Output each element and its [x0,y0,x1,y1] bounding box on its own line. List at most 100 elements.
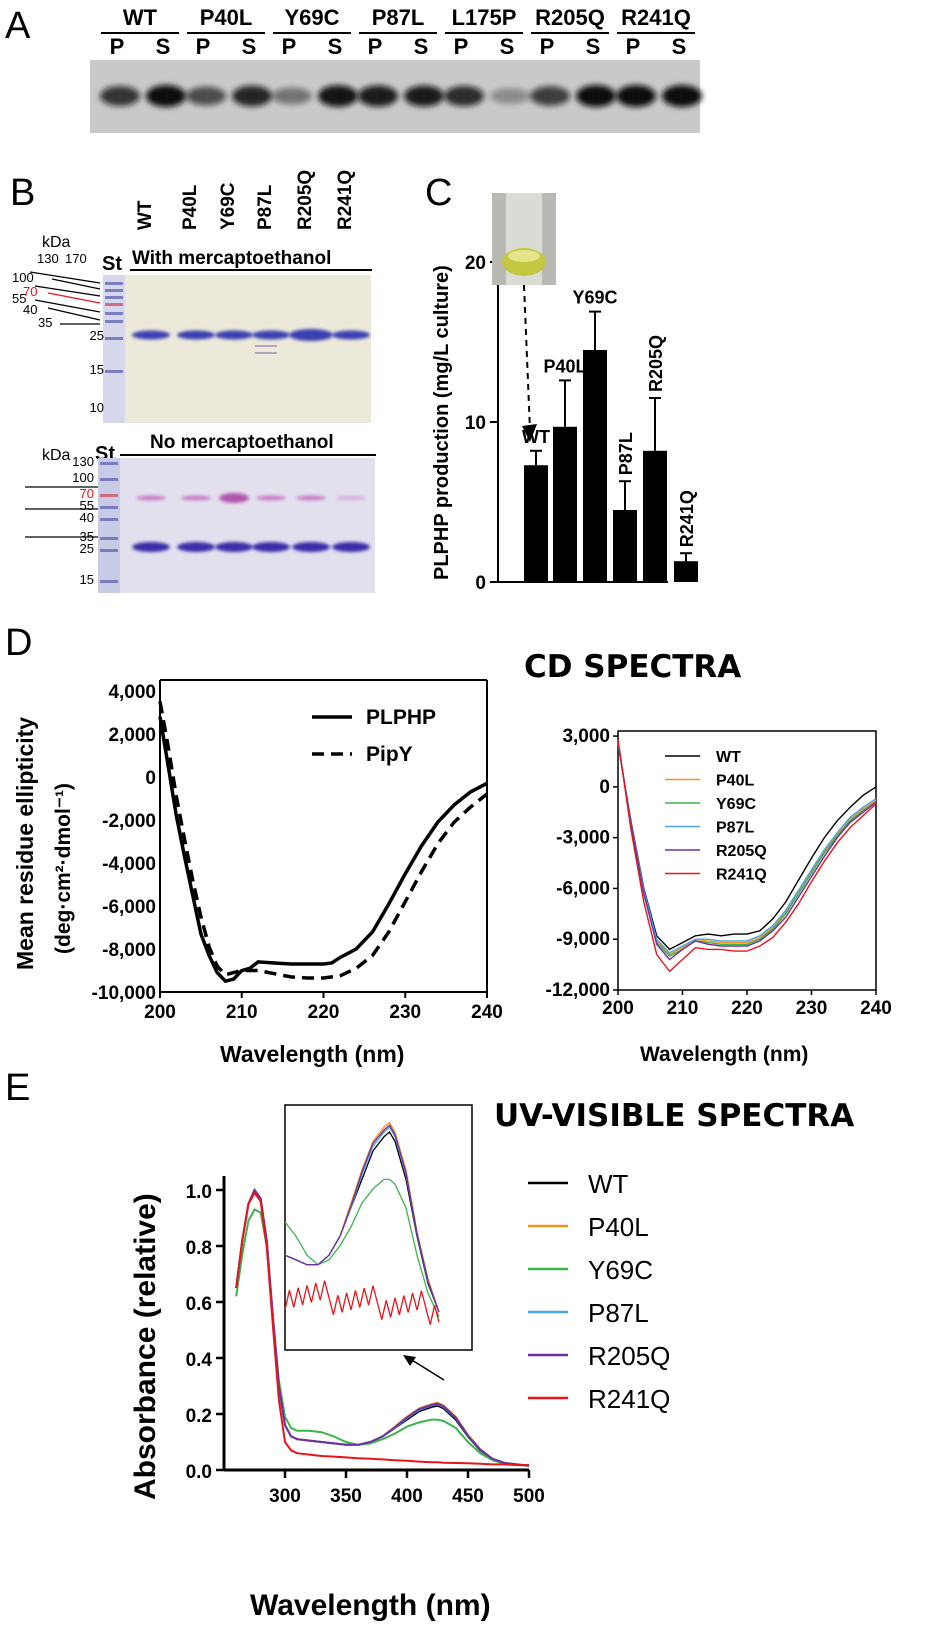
gel-top-marker-label: 25 [90,328,104,343]
blot-lane-label: WT [123,5,158,30]
kda-label-top: kDa [42,234,71,251]
d-right-legend-label: Y69C [716,796,756,813]
gel-lane-label: R241Q [335,170,356,230]
d-left-y-tick-label: -6,000 [102,897,156,918]
panel-b-letter: B [10,172,35,214]
gel-lane-label: P87L [255,184,276,230]
panel-c-letter: C [425,172,452,214]
c-bar-label: R205Q [646,335,666,392]
kda-label-bottom: kDa [42,447,71,464]
blot-band [100,86,140,106]
gel-top-main-band [177,330,215,340]
d-left-y-tick-label: -4,000 [102,854,156,875]
gel-top-marker-line [34,285,101,297]
gel-top-ladder-band [105,370,123,373]
e-series-line [235,1190,529,1466]
c-y-tick-label: 20 [465,253,486,274]
gel-top-ladder-band [105,296,123,299]
blot-lane-label: P87L [372,5,425,30]
gel-bottom-monomer-band [132,542,170,552]
blot-band [444,85,484,107]
gel-top-marker-line [51,278,101,290]
d-right-legend-label: P87L [716,820,754,837]
blot-lane-label: R241Q [621,5,691,30]
gel-top-marker-label: 15 [90,362,104,377]
blot-band [662,85,702,107]
gel-bottom-marker-label: 130 [72,454,94,469]
e-y-tick-label: 0.6 [186,1294,212,1315]
e-legend-label: P40L [588,1212,649,1242]
blot-sub-label: S [586,34,601,59]
gel-top-marker-line [34,299,101,313]
d-right-x-tick-label: 230 [796,998,828,1019]
d-left-series-line [158,701,489,980]
gel-top-minor-band [255,345,277,347]
gel-bottom-dimer-band [136,495,166,501]
gel-bottom-ladder-band [100,478,118,481]
e-x-tick-label: 450 [452,1486,484,1507]
d-left-x-tick-label: 210 [226,1002,258,1023]
gel-bottom-dimer-band [219,493,249,503]
gel-bottom-marker-label: 70 [80,486,94,501]
blot-band [404,85,444,107]
d-right-series-line [617,741,877,957]
gel-top-background [103,275,371,423]
d-right-y-tick-label: 3,000 [562,726,610,747]
d-right-y-tick-label: -3,000 [556,828,610,849]
panel-e-ylabel: Absorbance (relative) [129,1193,162,1500]
gel-top-ladder-band [105,320,123,323]
panel-d-left-chart: Mean residue ellipticity (deg·cm²·dmol⁻¹… [12,679,503,1067]
c-bar [643,450,667,582]
d-right-series-line [617,742,877,956]
blot-sub-label: S [242,34,257,59]
d-left-y-tick-label: -10,000 [92,983,156,1004]
d-left-y-tick-label: 0 [145,768,156,789]
blot-band [576,85,616,107]
c-y-tick-label: 0 [475,573,486,594]
blot-band [232,85,272,107]
c-vial-arrowhead [522,424,537,442]
d-left-y-tick-label: 4,000 [108,682,156,703]
e-inset-series-line [284,1178,440,1318]
gel-bottom-dimer-band [256,495,286,501]
d-left-series-line [158,716,488,984]
blot-band [272,87,312,105]
e-x-tick-label: 350 [330,1486,362,1507]
gel-top-ladder-band [105,289,123,292]
gel-top-minor-band [255,352,277,354]
c-bar-label: R241Q [677,490,697,547]
gel-bottom-monomer-band [332,542,370,552]
blot-sub-label: S [328,34,343,59]
panel-c-ylabel: PLPHP production (mg/L culture) [431,265,453,580]
gel-top-marker-label: 55 [12,291,26,306]
blot-lane-label: L175P [452,5,517,30]
d-left-y-tick-label: -2,000 [102,811,156,832]
gel-top-main-band [215,330,253,340]
std-label-top: St [102,253,122,275]
gel-top-marker-label: 170 [65,251,87,266]
gel-bottom-ladder-band [100,462,118,465]
d-right-y-tick-label: 0 [599,777,610,798]
e-y-tick-label: 1.0 [186,1182,212,1203]
d-right-series-line [617,742,877,954]
gel-bottom-ladder-band [100,494,118,497]
gel-top-main-band [252,330,290,340]
d-right-legend-label: R241Q [716,867,767,884]
e-y-tick-label: 0.0 [186,1462,212,1483]
blot-sub-label: P [368,34,383,59]
d-left-x-tick-label: 200 [144,1002,176,1023]
gel-top-main-band [289,329,333,341]
blot-lane-label: R205Q [535,5,605,30]
uv-visible-spectra-title: UV-VISIBLE SPECTRA [494,1098,854,1134]
blot-lane-label: P40L [200,5,253,30]
panel-e-chart: Absorbance (relative) Wavelength (nm) 0.… [129,1104,670,1622]
gel-top-marker-label: 40 [23,302,37,317]
blot-lane-label: Y69C [284,5,339,30]
e-inset-series-line [284,1124,440,1313]
gel-top-marker-line [47,292,101,304]
gel-bottom-monomer-band [177,542,215,552]
d-right-x-tick-label: 220 [731,998,763,1019]
panel-d-left-xlabel: Wavelength (nm) [220,1041,404,1067]
